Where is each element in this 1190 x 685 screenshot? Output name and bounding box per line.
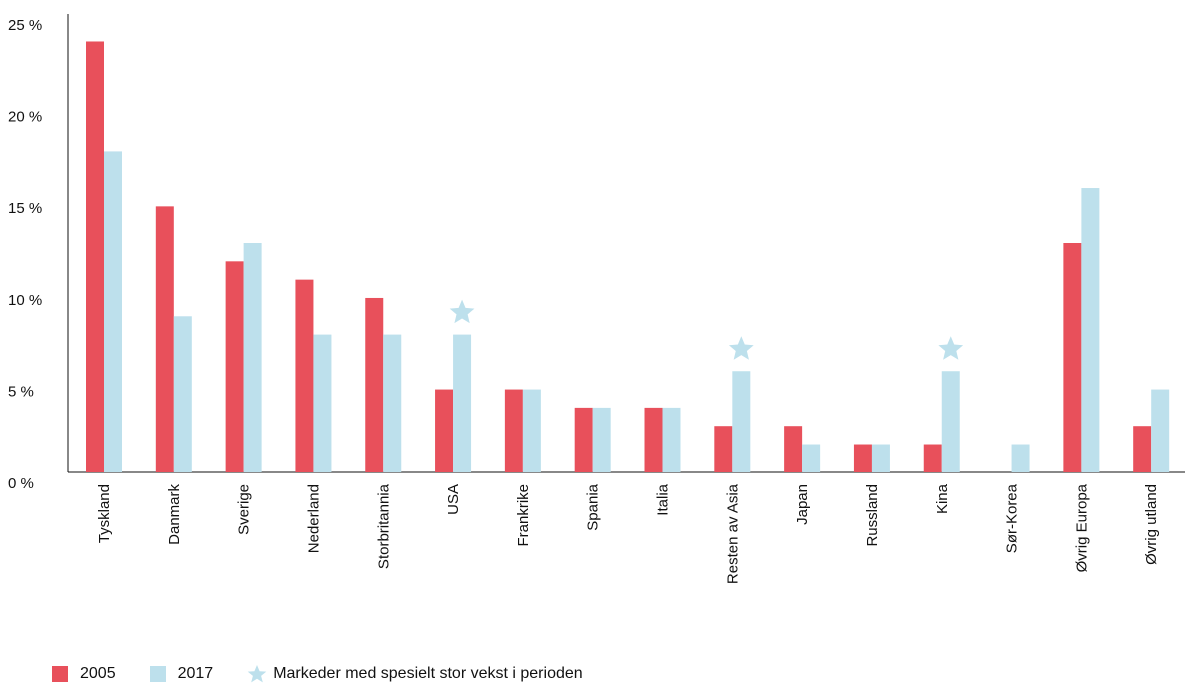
bar-2005 [86,41,104,472]
x-tick-label: Øvrig Europa [1073,483,1090,572]
legend-item-star: Markeder med spesielt stor vekst i perio… [247,664,583,684]
x-tick-label: Frankrike [515,484,532,547]
bar-2017 [1151,389,1170,472]
x-tick-label: Nederland [305,484,322,553]
bar-2017 [522,389,541,472]
bar-2005 [923,444,942,472]
bar-2017 [662,407,681,472]
bar-2017 [173,316,192,472]
bar-2017 [453,334,472,472]
bar-2017 [732,371,751,472]
x-tick-label: USA [445,484,462,515]
legend-label-star: Markeder med spesielt stor vekst i perio… [273,665,583,682]
legend-label-2005: 2005 [80,665,116,682]
bar-2005 [853,444,872,472]
x-tick-label: Kina [934,483,951,514]
y-tick-label: 20 % [8,109,42,126]
bar-2017 [1011,444,1030,472]
x-tick-label: Storbritannia [375,483,392,569]
legend-item-2005: 2005 [52,665,116,683]
growth-star [449,299,475,324]
y-tick-label: 0 % [8,475,34,492]
bar-2017 [243,243,262,472]
bar-2005 [1133,426,1152,472]
growth-stars [449,299,964,360]
y-tick-label: 5 % [8,383,34,400]
legend-label-2017: 2017 [177,665,214,682]
bar-2005 [435,389,454,472]
x-tick-label: Russland [864,484,881,547]
legend: 2005 2017 Markeder med spesielt stor vek… [52,664,617,684]
y-tick-label: 15 % [8,200,42,217]
x-tick-label: Tyskland [96,484,113,543]
bar-2017 [871,444,890,472]
star-icon [247,665,267,683]
bar-2017 [1081,188,1100,473]
y-tick-label: 10 % [8,292,42,309]
growth-star [728,336,754,360]
bar-2005 [504,389,523,472]
bar-2005 [1063,243,1082,472]
bar-2005 [714,426,733,472]
growth-star [938,336,964,360]
bar-2005 [295,279,314,472]
x-tick-label: Sør-Korea [1004,483,1021,553]
bar-2005 [644,407,663,472]
x-tick-label: Danmark [166,484,183,545]
bar-2017 [592,407,611,472]
legend-item-2017: 2017 [149,665,214,683]
bars [86,41,1170,473]
bar-2017 [802,444,821,472]
x-tick-label: Japan [794,484,811,525]
x-tick-label: Italia [655,483,672,515]
bar-2005 [155,206,174,473]
x-tick-label: Sverige [236,484,253,535]
bar-2005 [225,261,244,472]
bar-chart: 0 % 5 % 10 % 15 % 20 % 25 % Tyskland Danmark Sv… [8,14,1185,584]
legend-swatch-2005 [52,666,68,682]
x-tick-label: Resten av Asia [724,483,741,584]
bar-2005 [365,297,384,472]
x-axis-ticks: Tyskland Danmark Sverige Nederland Storbrita… [96,483,1160,584]
bar-2017 [383,334,402,472]
y-tick-label: 25 % [8,17,42,34]
legend-swatch-2017 [149,666,166,682]
x-tick-label: Spania [585,483,602,530]
bar-2017 [104,151,122,472]
y-axis-ticks: 0 % 5 % 10 % 15 % 20 % 25 % [8,17,42,492]
x-tick-label: Øvrig utland [1143,484,1160,565]
bar-2005 [574,407,593,472]
bar-2017 [313,334,332,472]
bar-2005 [784,426,803,472]
bar-2017 [941,371,960,472]
